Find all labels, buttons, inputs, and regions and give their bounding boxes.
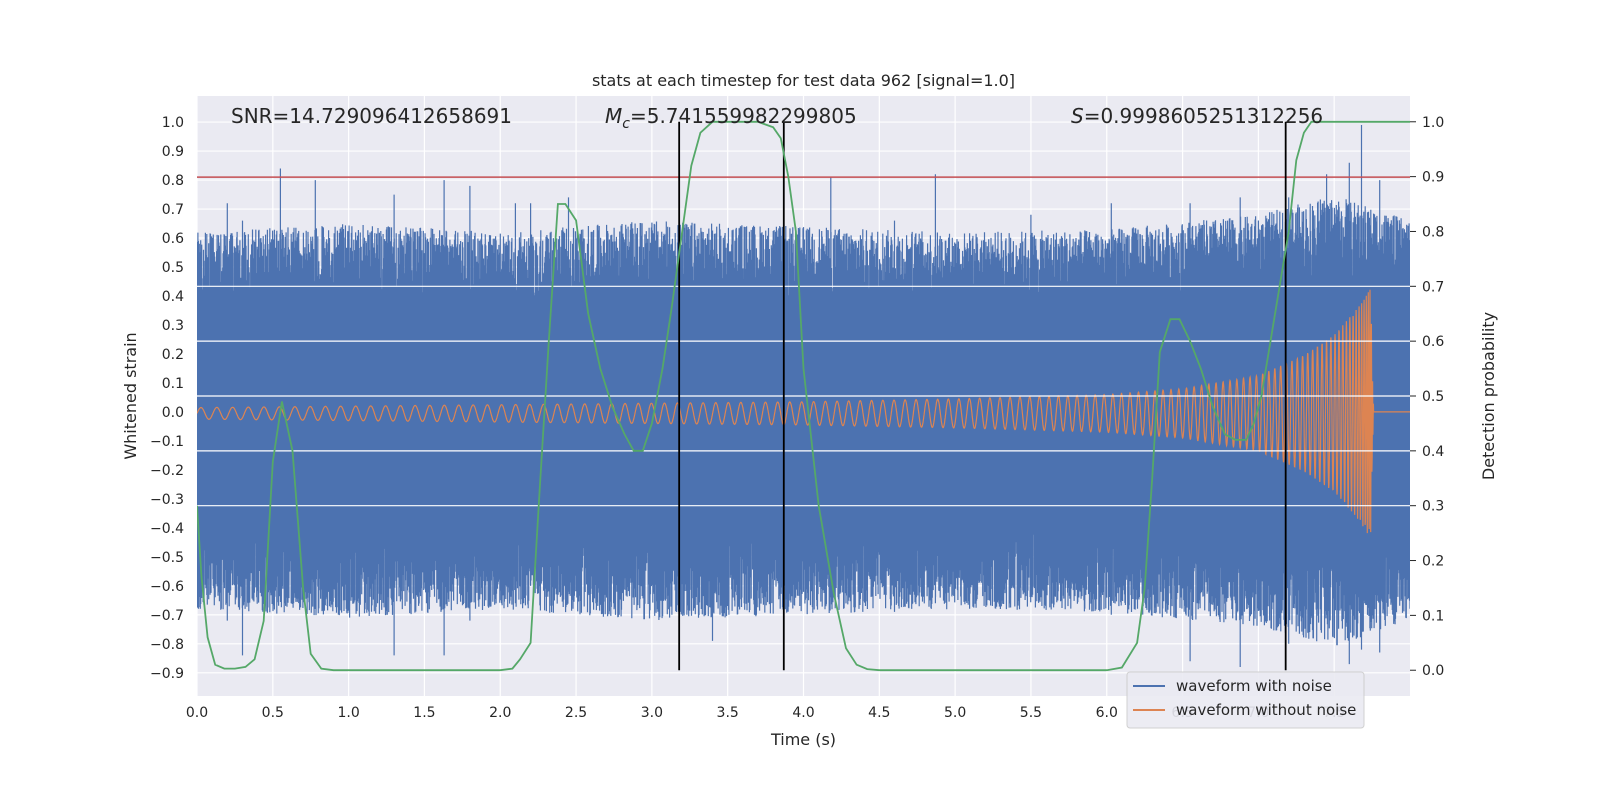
x-axis-ticks: 0.00.51.01.52.02.53.03.54.04.55.05.56.06… — [186, 705, 1345, 721]
vertical-markers — [678, 121, 1287, 671]
x-tick-label: 6.0 — [1096, 705, 1118, 721]
y-tick-label: −0.2 — [150, 463, 184, 479]
y-axis-ticks: −0.9 −0.8 −0.7 −0.6 −0.5 −0.4 −0.3 −0.2 −0.1 0.0 0… — [150, 115, 184, 682]
series-line-detection-probability — [197, 120, 1410, 672]
y-tick-label: 1.0 — [162, 115, 184, 131]
legend-box — [1126, 671, 1365, 729]
series-line-waveform-without-noise — [197, 289, 1410, 534]
y-tick-label: 0.7 — [162, 202, 184, 218]
legend-entry-waveform-with-noise: waveform with noise — [1176, 677, 1332, 695]
y2-tick-label: 0.5 — [1422, 389, 1444, 405]
legend: waveform with noise waveform without noi… — [1126, 671, 1365, 729]
y-tick-label: −0.7 — [150, 608, 184, 624]
x-tick-label: 4.5 — [868, 705, 890, 721]
y-tick-label: 0.4 — [162, 289, 184, 305]
mc-subscript: c — [622, 116, 630, 132]
x-tick-label: 1.0 — [337, 705, 359, 721]
x-tick-label: 5.0 — [944, 705, 966, 721]
y-tick-label: 0.1 — [162, 376, 184, 392]
legend-entry-waveform-without-noise: waveform without noise — [1176, 701, 1356, 719]
y-tick-label: −0.1 — [150, 434, 184, 450]
y2-axis-label: Detection probability — [1479, 312, 1498, 480]
y2-tick-label: 0.9 — [1422, 170, 1444, 186]
y-tick-label: −0.3 — [150, 492, 184, 508]
white-overlay-lines — [197, 285, 1410, 507]
x-tick-label: 4.0 — [792, 705, 814, 721]
y-tick-label: −0.4 — [150, 521, 184, 537]
y-tick-label: 0.8 — [162, 173, 184, 189]
s-value: =0.9998605251312256 — [1084, 104, 1323, 128]
s-symbol: S — [1071, 104, 1084, 128]
chart-title: stats at each timestep for test data 962… — [592, 71, 1015, 90]
x-tick-label: 5.5 — [1020, 705, 1042, 721]
x-tick-label: 2.0 — [489, 705, 511, 721]
x-axis-label: Time (s) — [770, 730, 836, 749]
snr-annotation: SNR=14.729096412658691 — [231, 104, 512, 128]
y2-tick-label: 0.8 — [1422, 224, 1444, 240]
y-tick-label: 0.2 — [162, 347, 184, 363]
s-annotation: S=0.9998605251312256 — [1071, 104, 1323, 128]
y2-tick-label: 0.4 — [1422, 444, 1444, 460]
x-tick-label: 0.0 — [186, 705, 208, 721]
plot-data — [197, 120, 1410, 672]
y-tick-label: −0.9 — [150, 666, 184, 682]
y-tick-label: 0.6 — [162, 231, 184, 247]
y-tick-label: −0.5 — [150, 550, 184, 566]
y-tick-label: −0.8 — [150, 637, 184, 653]
y2-tick-label: 0.2 — [1422, 554, 1444, 570]
y2-tick-label: 0.0 — [1422, 663, 1444, 679]
y2-tick-label: 0.6 — [1422, 334, 1444, 350]
mc-value: =5.741559982299805 — [630, 104, 857, 128]
y-tick-label: 0.5 — [162, 260, 184, 276]
y-axis-label: Whitened strain — [121, 332, 140, 459]
y-tick-label: 0.3 — [162, 318, 184, 334]
mc-symbol: M — [605, 104, 622, 128]
y-tick-label: 0.0 — [162, 405, 184, 421]
y2-tick-label: 1.0 — [1422, 115, 1444, 131]
y2-tick-label: 0.1 — [1422, 608, 1444, 624]
y2-axis-ticks: 0.0 0.1 0.2 0.3 0.4 0.5 0.6 0.7 0.8 0.9 1.0 — [1410, 115, 1444, 679]
y2-tick-label: 0.3 — [1422, 499, 1444, 515]
x-tick-label: 3.5 — [717, 705, 739, 721]
y-tick-label: 0.9 — [162, 144, 184, 160]
x-tick-label: 1.5 — [413, 705, 435, 721]
x-tick-label: 2.5 — [565, 705, 587, 721]
y2-tick-label: 0.7 — [1422, 279, 1444, 295]
x-tick-label: 0.5 — [262, 705, 284, 721]
x-tick-label: 3.0 — [641, 705, 663, 721]
y-tick-label: −0.6 — [150, 579, 184, 595]
mc-annotation: Mc=5.741559982299805 — [605, 104, 857, 132]
